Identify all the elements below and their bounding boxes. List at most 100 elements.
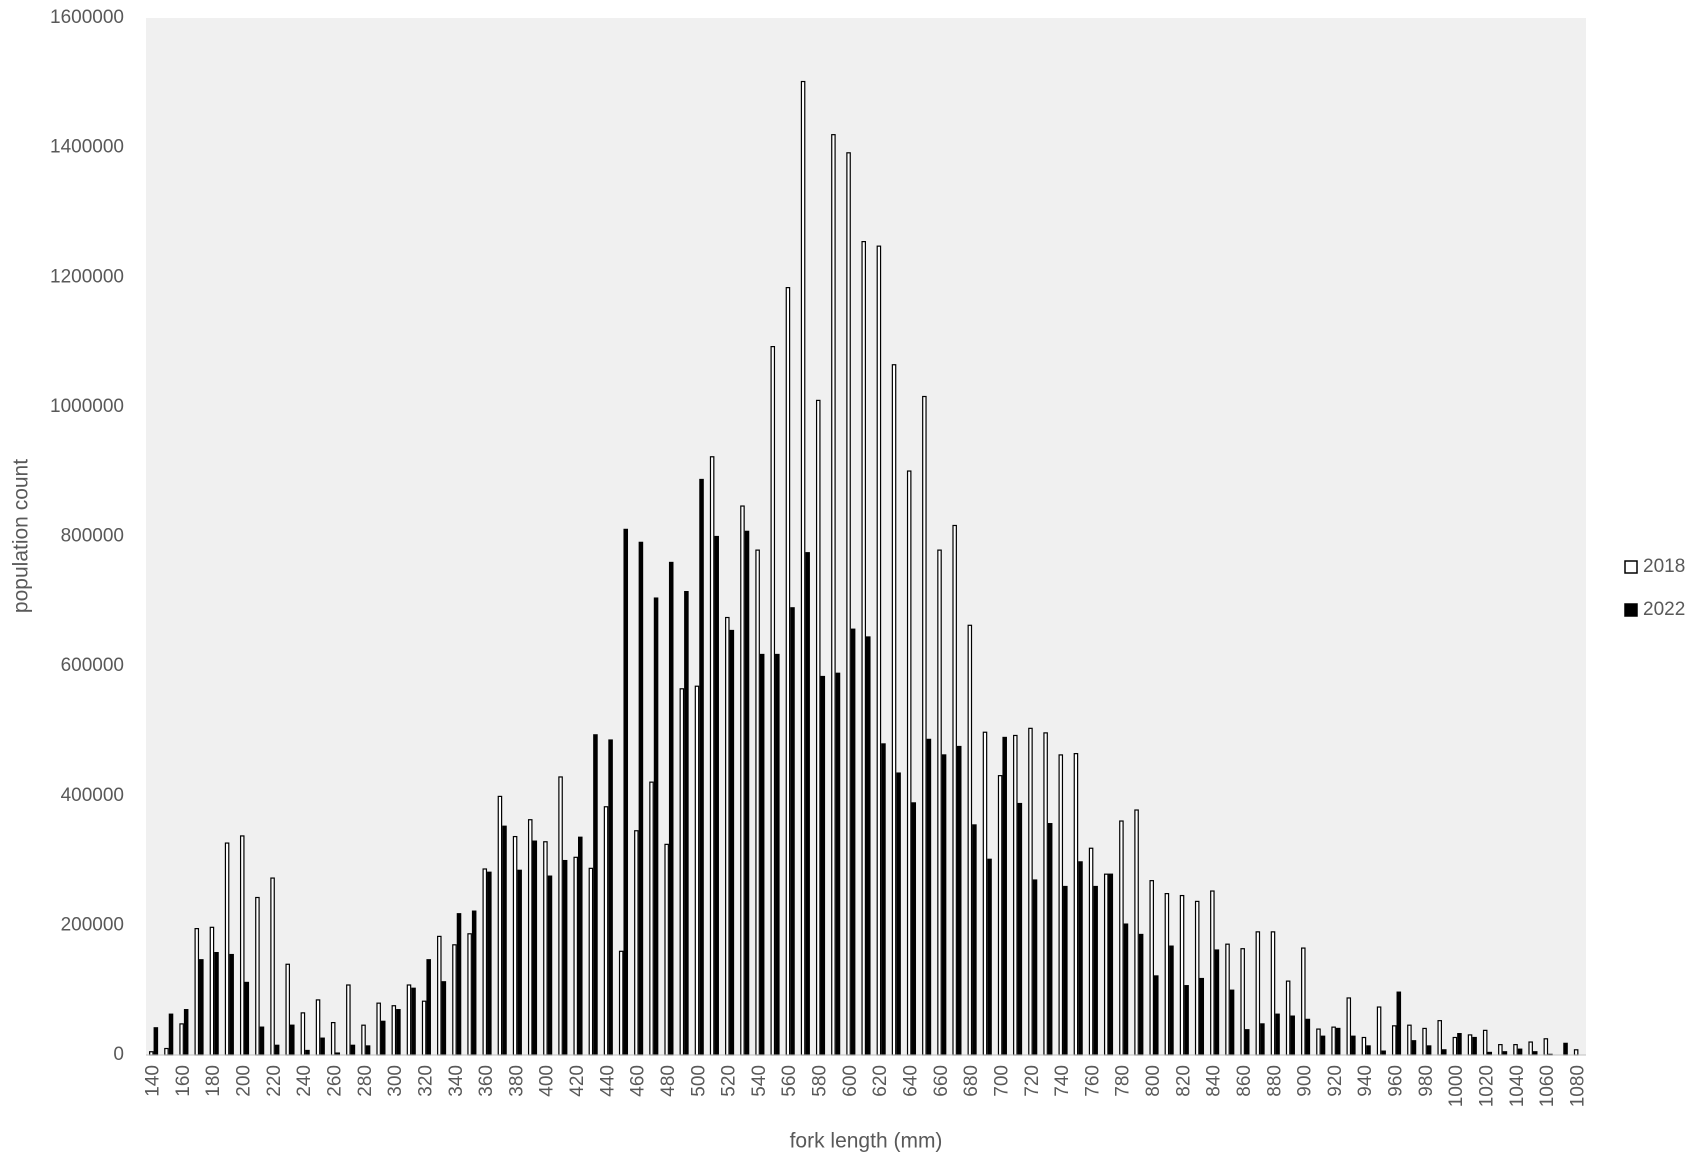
x-tick-label: 1080 (1567, 1065, 1588, 1107)
bar (411, 987, 416, 1056)
bar (290, 1024, 295, 1056)
bar (1426, 1045, 1432, 1056)
bar (1452, 1036, 1458, 1056)
bar (865, 636, 871, 1056)
bar (285, 963, 291, 1056)
bar (846, 152, 851, 1056)
x-tick-label: 440 (597, 1065, 618, 1097)
bar (1043, 732, 1048, 1056)
bar (391, 1005, 397, 1056)
bar (1017, 802, 1023, 1056)
bar (1229, 989, 1235, 1056)
bar (1320, 1035, 1326, 1056)
bar (679, 688, 685, 1056)
bar (365, 1045, 371, 1056)
bar (467, 933, 472, 1056)
bar (1194, 900, 1200, 1056)
bar (1028, 727, 1033, 1056)
bar (153, 1027, 159, 1056)
bar (168, 1013, 174, 1056)
bar (1543, 1038, 1549, 1056)
x-tick-label: 660 (931, 1065, 952, 1097)
bar (1058, 754, 1064, 1056)
bar (618, 950, 624, 1056)
x-tick-label: 760 (1082, 1065, 1103, 1097)
bar (1103, 873, 1109, 1056)
bar (406, 984, 412, 1056)
y-tick-label: 0 (113, 1044, 124, 1065)
bar (714, 535, 719, 1056)
x-tick-label: 620 (870, 1065, 891, 1097)
bar (194, 928, 200, 1056)
bar (441, 981, 447, 1056)
bar (346, 984, 351, 1056)
bar (305, 1049, 310, 1056)
x-tick-label: 780 (1113, 1065, 1134, 1097)
bar (805, 552, 810, 1056)
x-tick-label: 460 (628, 1065, 649, 1097)
x-tick-label: 500 (688, 1065, 709, 1097)
x-tick-label: 520 (719, 1065, 740, 1097)
x-tick-label: 720 (1022, 1065, 1043, 1097)
bar (239, 835, 245, 1056)
bar (361, 1024, 366, 1056)
y-tick-label: 1600000 (50, 7, 124, 28)
bar (577, 836, 583, 1056)
x-tick-label: 900 (1295, 1065, 1316, 1097)
y-tick-label: 800000 (61, 526, 124, 547)
bar (1528, 1041, 1533, 1056)
y-tick-label: 1000000 (50, 396, 124, 417)
x-tick-label: 560 (779, 1065, 800, 1097)
bar (1305, 1018, 1311, 1056)
x-tick-label: 320 (415, 1065, 436, 1097)
bar (759, 653, 765, 1056)
bar (1351, 1035, 1356, 1056)
bar (512, 835, 518, 1056)
x-tick-label: 480 (658, 1065, 679, 1097)
bar (1422, 1027, 1427, 1056)
x-tick-label: 1020 (1476, 1065, 1497, 1107)
bar (421, 1000, 427, 1056)
bar (1093, 885, 1098, 1056)
bar (906, 470, 912, 1056)
bar (1381, 1050, 1386, 1056)
bar (1270, 931, 1276, 1056)
legend-label: 2022 (1643, 599, 1685, 620)
x-tick-label: 340 (446, 1065, 467, 1097)
bar (562, 859, 568, 1056)
bar (634, 830, 639, 1056)
bar (593, 734, 598, 1056)
x-tick-label: 740 (1052, 1065, 1073, 1097)
bar (638, 541, 644, 1056)
bar (270, 877, 275, 1056)
y-tick-label: 400000 (61, 785, 124, 806)
bar (376, 1002, 381, 1056)
bar (380, 1020, 386, 1056)
bar (891, 364, 897, 1056)
bar (1149, 880, 1154, 1056)
bar (1391, 1025, 1397, 1056)
bar (300, 1012, 306, 1056)
bar (532, 840, 538, 1056)
bar (684, 590, 689, 1056)
x-tick-label: 700 (991, 1065, 1012, 1097)
bar (497, 795, 503, 1056)
bar (997, 775, 1003, 1056)
x-tick-label: 420 (567, 1065, 588, 1097)
x-tick-label: 220 (264, 1065, 285, 1097)
x-axis-title: fork length (mm) (790, 1130, 943, 1153)
x-tick-label: 540 (749, 1065, 770, 1097)
bar (926, 738, 932, 1056)
y-tick-label: 1400000 (50, 137, 124, 158)
bar (547, 875, 553, 1056)
bar (214, 951, 219, 1056)
bar (1467, 1034, 1473, 1056)
bar (1275, 1013, 1280, 1056)
bar (1002, 736, 1007, 1056)
bar (1366, 1045, 1371, 1056)
bar (1346, 997, 1352, 1056)
bar (1396, 991, 1402, 1056)
bar (1179, 894, 1185, 1056)
x-tick-label: 920 (1325, 1065, 1346, 1097)
bar (1225, 943, 1230, 1056)
